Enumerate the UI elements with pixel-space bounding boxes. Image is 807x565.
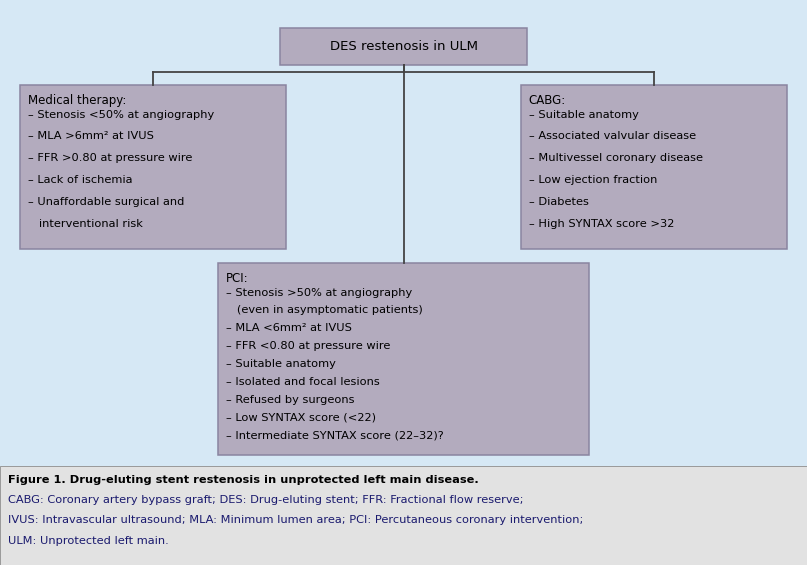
Text: – Isolated and focal lesions: – Isolated and focal lesions bbox=[226, 377, 380, 387]
FancyBboxPatch shape bbox=[218, 263, 589, 455]
Text: – FFR <0.80 at pressure wire: – FFR <0.80 at pressure wire bbox=[226, 341, 391, 351]
Text: – Low ejection fraction: – Low ejection fraction bbox=[529, 175, 657, 185]
Text: – Intermediate SYNTAX score (22–32)?: – Intermediate SYNTAX score (22–32)? bbox=[226, 431, 444, 441]
Text: – Lack of ischemia: – Lack of ischemia bbox=[28, 175, 132, 185]
FancyBboxPatch shape bbox=[281, 28, 527, 65]
Text: Medical therapy:: Medical therapy: bbox=[28, 94, 127, 107]
Text: CABG: Coronary artery bypass graft; DES: Drug-eluting stent; FFR: Fractional flo: CABG: Coronary artery bypass graft; DES:… bbox=[8, 495, 524, 505]
FancyBboxPatch shape bbox=[521, 85, 787, 249]
Text: DES restenosis in ULM: DES restenosis in ULM bbox=[329, 40, 478, 53]
FancyBboxPatch shape bbox=[20, 85, 286, 249]
Text: ULM: Unprotected left main.: ULM: Unprotected left main. bbox=[8, 536, 169, 546]
Text: – Suitable anatomy: – Suitable anatomy bbox=[529, 110, 638, 120]
Text: – Refused by surgeons: – Refused by surgeons bbox=[226, 395, 354, 405]
Text: CABG:: CABG: bbox=[529, 94, 566, 107]
Text: – MLA >6mm² at IVUS: – MLA >6mm² at IVUS bbox=[28, 132, 154, 141]
Text: – Suitable anatomy: – Suitable anatomy bbox=[226, 359, 336, 369]
Text: PCI:: PCI: bbox=[226, 272, 249, 285]
Text: interventional risk: interventional risk bbox=[28, 219, 143, 229]
Text: – Diabetes: – Diabetes bbox=[529, 197, 588, 207]
Text: – Stenosis <50% at angiography: – Stenosis <50% at angiography bbox=[28, 110, 215, 120]
Text: – Unaffordable surgical and: – Unaffordable surgical and bbox=[28, 197, 185, 207]
Text: – High SYNTAX score >32: – High SYNTAX score >32 bbox=[529, 219, 674, 229]
Text: (even in asymptomatic patients): (even in asymptomatic patients) bbox=[226, 306, 423, 315]
Text: IVUS: Intravascular ultrasound; MLA: Minimum lumen area; PCI: Percutaneous coron: IVUS: Intravascular ultrasound; MLA: Min… bbox=[8, 515, 583, 525]
Text: – MLA <6mm² at IVUS: – MLA <6mm² at IVUS bbox=[226, 323, 352, 333]
Text: Figure 1. Drug-eluting stent restenosis in unprotected left main disease.: Figure 1. Drug-eluting stent restenosis … bbox=[8, 475, 479, 485]
Text: – Multivessel coronary disease: – Multivessel coronary disease bbox=[529, 153, 703, 163]
FancyBboxPatch shape bbox=[0, 466, 807, 565]
Text: – FFR >0.80 at pressure wire: – FFR >0.80 at pressure wire bbox=[28, 153, 193, 163]
Text: – Associated valvular disease: – Associated valvular disease bbox=[529, 132, 696, 141]
Text: – Stenosis >50% at angiography: – Stenosis >50% at angiography bbox=[226, 288, 412, 298]
Text: – Low SYNTAX score (<22): – Low SYNTAX score (<22) bbox=[226, 412, 376, 423]
